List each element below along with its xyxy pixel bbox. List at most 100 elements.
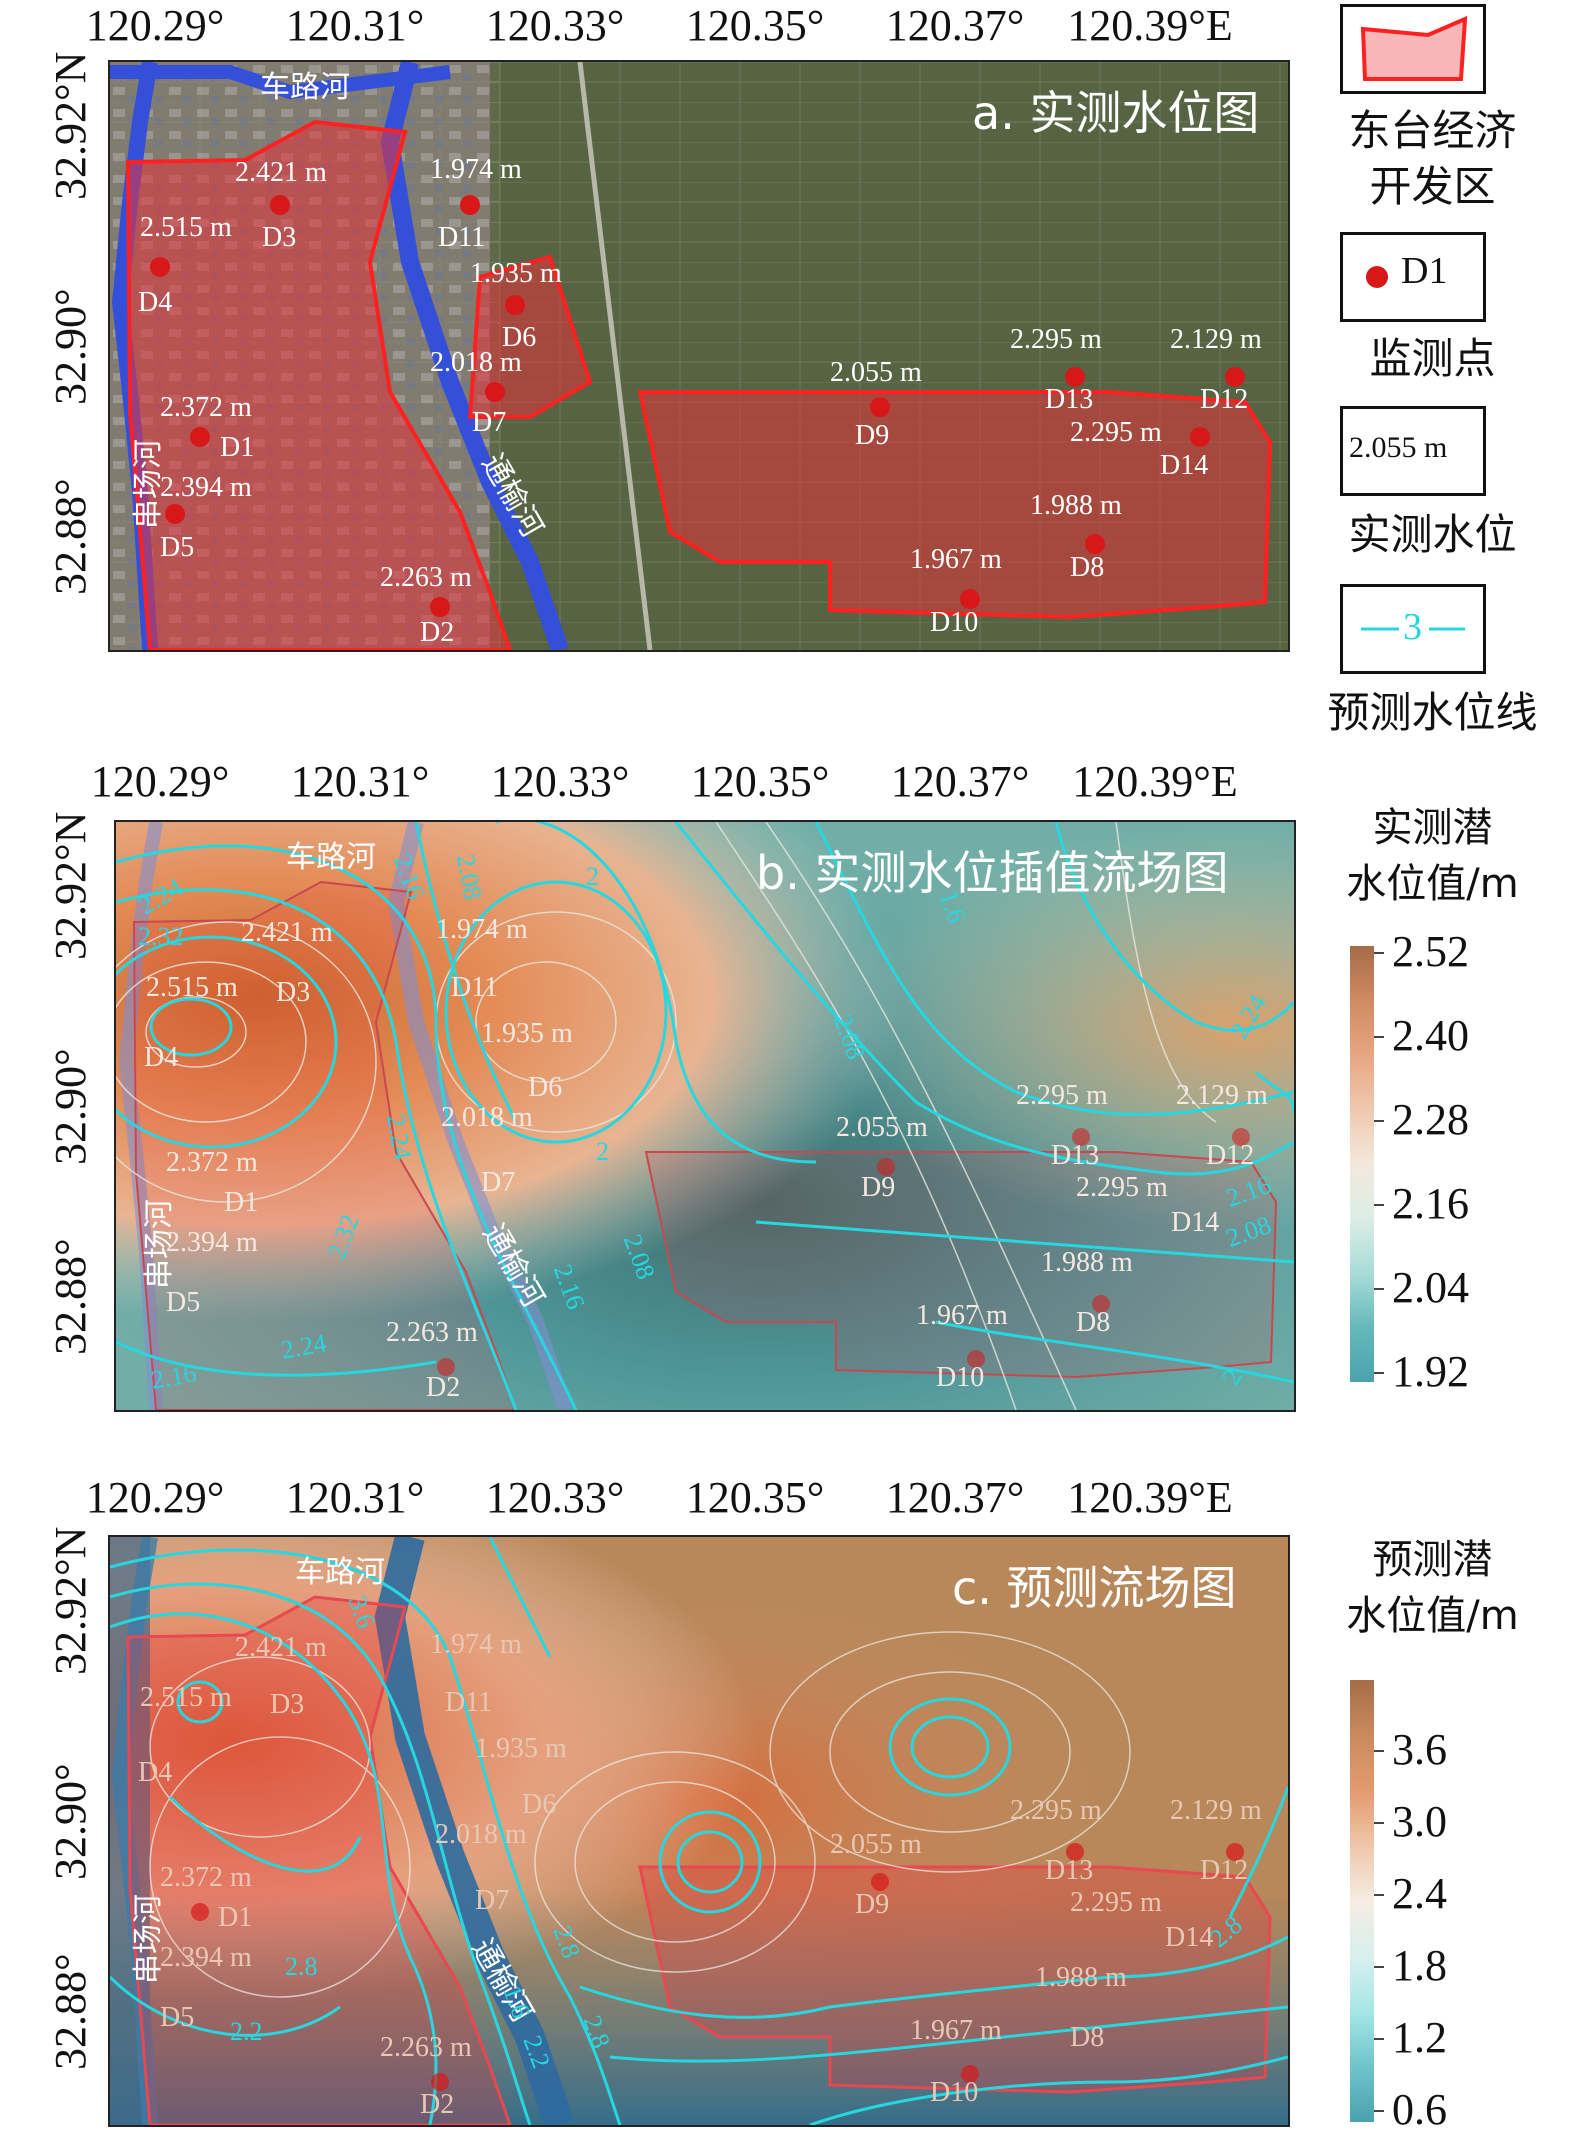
station-id: D4 xyxy=(138,1757,173,1788)
lon-tick: 120.35° xyxy=(685,1,825,50)
station-level: 2.515 m xyxy=(146,972,238,1003)
contour-label: 2 xyxy=(1216,1363,1248,1390)
station-id: D9 xyxy=(855,1889,890,1920)
lat-tick: 32.92°N xyxy=(46,1526,95,1675)
station-id: D7 xyxy=(481,1167,516,1198)
lon-axis-c: 120.29° 120.31° 120.33° 120.35° 120.37° … xyxy=(86,1472,1300,1522)
station-markers xyxy=(150,195,1245,617)
station-id: D1 xyxy=(218,1902,253,1933)
lat-tick: 32.90° xyxy=(46,1048,95,1165)
minor-contours xyxy=(116,822,1217,1410)
station-level: 1.967 m xyxy=(916,1300,1008,1331)
station-id: D4 xyxy=(144,1042,179,1073)
lon-tick: 120.31° xyxy=(285,1473,425,1522)
colorbar-c-tick: 1.2 xyxy=(1374,2013,1447,2062)
lon-tick: 120.29° xyxy=(85,1473,225,1522)
station-id: D12 xyxy=(1206,1140,1255,1171)
lon-axis-a: 120.29° 120.31° 120.33° 120.35° 120.37° … xyxy=(86,0,1300,50)
contour-label: 2.32 xyxy=(138,922,184,951)
station-level: 1.935 m xyxy=(481,1018,573,1049)
lon-tick: 120.31° xyxy=(285,1,425,50)
contour-label: 2.2 xyxy=(517,2031,556,2073)
station-level: 1.988 m xyxy=(1035,1962,1127,1993)
lat-axis-b: 32.92°N 32.90° 32.88° xyxy=(45,812,105,1410)
contour-label: 2.16 xyxy=(148,1358,199,1395)
legend-contour-swatch: 3 xyxy=(1340,584,1486,674)
station-id: D13 xyxy=(1045,384,1094,415)
contour-label: 2.08 xyxy=(827,1010,871,1064)
legend-level-label: 实测水位 xyxy=(1348,510,1517,559)
station-level: 2.372 m xyxy=(160,1862,252,1893)
contour-label: 2.8 xyxy=(285,1952,318,1981)
contour-label: 2.2 xyxy=(230,2017,263,2046)
station-id: D8 xyxy=(1070,552,1105,583)
station-id: D11 xyxy=(438,222,486,253)
colorbar-c-tick: 1.8 xyxy=(1374,1941,1447,1990)
contour-label: 2.24 xyxy=(133,872,188,921)
map-panel-c: 车路河 串场河 通榆河 c. 预测流场图 2.421 m D3 2.515 m … xyxy=(108,1535,1290,2127)
colorbar-c xyxy=(1350,1680,1374,2122)
contour-label: 2 xyxy=(596,1137,609,1166)
station-level: 2.295 m xyxy=(1016,1080,1108,1111)
station-id: D5 xyxy=(166,1287,201,1318)
legend-level-sample: 2.055 m xyxy=(1349,431,1448,464)
station-id: D10 xyxy=(936,1362,985,1393)
station-id: D11 xyxy=(445,1687,493,1718)
lon-tick: 120.33° xyxy=(490,757,630,806)
station-id: D14 xyxy=(1160,450,1209,481)
station-level: 2.372 m xyxy=(166,1147,258,1178)
colorbar-b-tick: 2.52 xyxy=(1374,927,1469,976)
contour-label: 2.08 xyxy=(1222,1210,1275,1253)
station-id: D13 xyxy=(1045,1855,1094,1886)
river-label-tongyu: 通榆河 xyxy=(476,1218,550,1313)
station-id: D14 xyxy=(1171,1207,1220,1238)
lat-tick: 32.88° xyxy=(46,1953,95,2070)
station-level: 1.935 m xyxy=(470,258,562,289)
station-id: D8 xyxy=(1070,2022,1105,2053)
colorbar-b-title-2: 水位值/m xyxy=(1346,861,1519,907)
station-id: D9 xyxy=(861,1172,896,1203)
station-id: D2 xyxy=(426,1372,461,1403)
contour-label: 2.24 xyxy=(381,1111,418,1162)
station-id: D8 xyxy=(1076,1307,1111,1338)
contour-label: 2.8 xyxy=(547,1921,586,1963)
lon-tick: 120.37° xyxy=(890,757,1030,806)
lon-tick: 120.29° xyxy=(90,757,230,806)
lat-tick: 32.90° xyxy=(46,1763,95,1880)
station-level: 2.055 m xyxy=(836,1112,928,1143)
lon-tick: 120.37° xyxy=(885,1473,1025,1522)
lon-tick: 120.39°E xyxy=(1072,757,1238,806)
lon-axis-b: 120.29° 120.31° 120.33° 120.35° 120.37° … xyxy=(91,756,1300,806)
station-id: D9 xyxy=(855,420,890,451)
lat-tick: 32.92°N xyxy=(46,811,95,960)
station-id: D4 xyxy=(138,287,173,318)
map-panel-b: 车路河 串场河 通榆河 b. 实测水位插值流场图 2.421 m D3 2.51… xyxy=(114,820,1296,1412)
station-level: 2.129 m xyxy=(1176,1080,1268,1111)
dev-zone-east xyxy=(637,390,1273,620)
lon-tick: 120.35° xyxy=(685,1473,825,1522)
contour-label: 2.24 xyxy=(278,1328,329,1365)
station-level: 2.372 m xyxy=(160,392,252,423)
lon-tick: 120.39°E xyxy=(1067,1,1233,50)
station-markers xyxy=(437,1128,1250,1376)
station-id: D13 xyxy=(1051,1140,1100,1171)
station-level: 1.974 m xyxy=(436,914,528,945)
lat-tick: 32.90° xyxy=(46,288,95,405)
station-id: D6 xyxy=(528,1072,563,1103)
lon-tick: 120.35° xyxy=(690,757,830,806)
station-level: 2.295 m xyxy=(1070,417,1162,448)
colorbar-b-tick: 2.28 xyxy=(1374,1095,1469,1144)
colorbar-c-title-2: 水位值/m xyxy=(1346,1593,1519,1639)
station-id: D3 xyxy=(270,1689,305,1720)
legend-zone-swatch xyxy=(1340,4,1486,94)
station-id: D6 xyxy=(502,322,537,353)
contour-label: 2.08 xyxy=(451,851,488,902)
station-level: 2.055 m xyxy=(830,1829,922,1860)
station-id: D2 xyxy=(420,617,455,648)
lon-tick: 120.37° xyxy=(885,1,1025,50)
river-label-chelu: 车路河 xyxy=(286,841,376,874)
lon-tick: 120.29° xyxy=(85,1,225,50)
lon-tick: 120.33° xyxy=(485,1,625,50)
contour-label: 2 xyxy=(586,862,599,891)
station-level: 2.421 m xyxy=(235,1632,327,1663)
